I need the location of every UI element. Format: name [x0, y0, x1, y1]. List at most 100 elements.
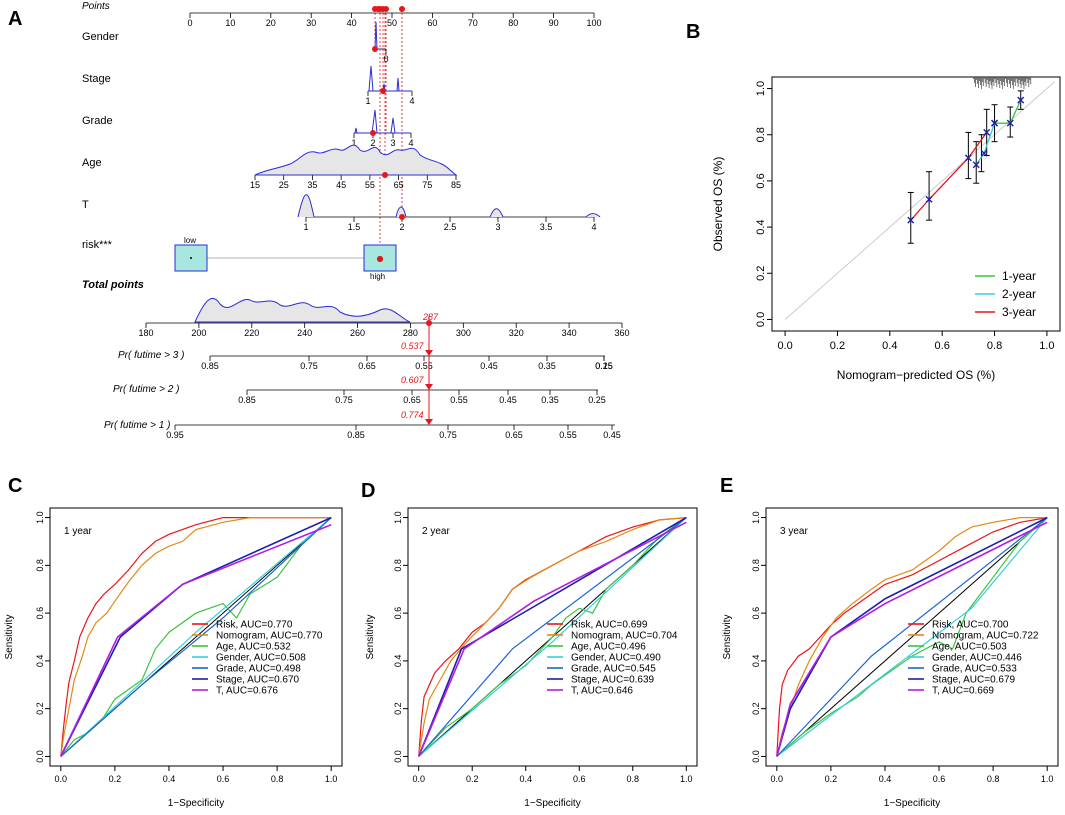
- calib-x-tick-label: 0.2: [830, 340, 845, 352]
- roc-x-tick-label: 1.0: [680, 774, 693, 784]
- roc-x-tick-label: 0.4: [519, 774, 532, 784]
- roc-legend-label: T, AUC=0.676: [216, 686, 278, 697]
- nomo-age-tick-label: 65: [394, 180, 404, 190]
- nomo-dotted-guides: [374, 9, 403, 263]
- nomo-stage-tick-label: 4: [409, 96, 414, 106]
- roc-x-tick-label: 0.0: [55, 774, 68, 784]
- roc-x-tick-label: 0.8: [987, 774, 1000, 784]
- calib-point-marker: [983, 128, 991, 136]
- nomo-points-tick-label: 90: [549, 18, 559, 28]
- pr2-value: 0.607: [401, 375, 425, 385]
- calib-x-tick-label: 0.4: [882, 340, 897, 352]
- risk-low-label: low: [184, 236, 196, 245]
- roc-x-tick-label: 0.8: [627, 774, 640, 784]
- roc-x-tick-label: 1.0: [325, 774, 338, 784]
- nomo-total-tick-label: 320: [509, 328, 524, 338]
- nomo-pr3-tick-label: 0.35: [538, 361, 556, 371]
- nomo-grade-label: Grade: [82, 115, 113, 127]
- nomo-red-marker: [399, 214, 405, 220]
- roc-curve-2: [776, 517, 1048, 757]
- calib-point-marker: [980, 149, 988, 157]
- calib-legend-label: 2-year: [1002, 287, 1036, 301]
- nomo-t-tick-label: 2.5: [444, 222, 457, 232]
- roc-x-tick-label: 1.0: [1041, 774, 1054, 784]
- nomo-pr1-tick-label: 0.95: [166, 430, 184, 440]
- risk-low-dot: [190, 257, 192, 259]
- roc-curve-7: [60, 523, 332, 757]
- calib-point-marker: [1006, 119, 1014, 127]
- roc-legend-label: Gender, AUC=0.490: [571, 653, 661, 664]
- nomo-red-marker: [399, 6, 405, 12]
- roc-curve-7: [417, 521, 687, 757]
- nomo-pr2-tick-label: 0.55: [450, 395, 468, 405]
- nomo-total-tick-label: 340: [562, 328, 577, 338]
- nomo-age-tick-label: 35: [307, 180, 317, 190]
- risk-high-marker: [377, 256, 383, 262]
- nomo-pr2-label: Pr( futime > 2 ): [113, 384, 179, 395]
- calib-series-line-3: [910, 132, 988, 221]
- panel-label-a: A: [8, 8, 22, 30]
- nomo-stage-tick-label: 1: [365, 96, 370, 106]
- calib-plot-frame: [771, 76, 1061, 332]
- nomo-points-tick-label: 70: [468, 18, 478, 28]
- nomo-total-tick-label: 300: [456, 328, 471, 338]
- roc-curve-3: [776, 517, 1048, 757]
- panel-label-e: E: [720, 475, 733, 497]
- roc-plot-frame: [765, 507, 1059, 767]
- roc-curve-7: [776, 521, 1048, 757]
- nomo-total-density: [194, 298, 411, 323]
- roc-curve-6: [60, 516, 332, 757]
- panel-label-c: C: [8, 475, 22, 497]
- nomo-grade-tick-label: 1: [351, 138, 356, 148]
- calibration-panel: 0.0 0.0 0.2 0.2 0.4 0.4 0.6 0.6 0.8 0.8 1.0 1.0 Nomo…: [711, 76, 1061, 382]
- calib-y-tick-label: 0.0: [755, 312, 767, 327]
- roc-x-tick-label: 0.2: [109, 774, 122, 784]
- roc-y-axis-title: Sensitivity: [4, 614, 15, 659]
- roc-x-tick-label: 0.4: [163, 774, 176, 784]
- roc-legend-label: Risk, AUC=0.699: [571, 620, 648, 631]
- nomo-pr2-tick-label: 0.85: [238, 395, 256, 405]
- calib-diagonal: [784, 81, 1056, 320]
- roc-legend-label: Grade, AUC=0.498: [216, 664, 301, 675]
- roc-legend-label: Nomogram, AUC=0.722: [932, 631, 1039, 642]
- roc-x-tick-label: 0.2: [466, 774, 479, 784]
- nomo-pr2-tick-label: 0.75: [335, 395, 353, 405]
- roc-y-tick-label: 0.0: [393, 750, 403, 763]
- roc-x-axis-title: 1−Specificity: [884, 798, 940, 809]
- roc-y-tick-label: 0.0: [35, 750, 45, 763]
- nomo-points-tick-label: 80: [508, 18, 518, 28]
- nomo-points-tick-label: 50: [387, 18, 397, 28]
- calib-x-tick-label: 0.8: [987, 340, 1002, 352]
- roc-x-tick-label: 0.6: [217, 774, 230, 784]
- pr3-value: 0.537: [401, 341, 425, 351]
- nomo-t-density: [297, 194, 601, 218]
- calib-point-marker: [991, 119, 999, 127]
- calib-legend-label: 3-year: [1002, 305, 1036, 319]
- calib-x-tick-label: 0.0: [777, 340, 792, 352]
- roc-curve-4: [60, 517, 332, 757]
- nomo-stage-label: Stage: [82, 73, 111, 85]
- roc-curve-1: [776, 517, 1048, 757]
- nomo-age-tick-label: 45: [336, 180, 346, 190]
- nomo-risk-row: low high: [174, 236, 397, 281]
- roc-curve-2: [60, 517, 332, 757]
- roc-y-tick-label: 0.8: [393, 559, 403, 572]
- calib-legend-label: 1-year: [1002, 269, 1036, 283]
- nomo-total-label: Total points: [82, 279, 144, 291]
- nomo-grade-tick-label: 3: [390, 138, 395, 148]
- nomo-pr3-tick-label: 0.25: [595, 361, 613, 371]
- nomo-age-tick-label: 85: [451, 180, 461, 190]
- calib-point-marker: [1017, 96, 1025, 104]
- nomo-age-tick-label: 55: [365, 180, 375, 190]
- nomo-age-density: [254, 144, 458, 176]
- nomo-grade-tick-label: 4: [408, 138, 413, 148]
- roc-curve-4: [418, 517, 687, 757]
- roc-plot-frame: [407, 507, 698, 767]
- roc-legend-label: Nomogram, AUC=0.704: [571, 631, 678, 642]
- calib-x-axis-title: Nomogram−predicted OS (%): [837, 368, 995, 382]
- roc-chart-title: 3 year: [780, 526, 808, 537]
- roc-panel-2-year: 0.0 0.0 0.2 0.2 0.4 0.4 0.6 0.6 0.8 0.8 1.0 1.0 1−Sp…: [365, 507, 698, 809]
- roc-y-axis-title: Sensitivity: [365, 614, 376, 659]
- roc-y-tick-label: 0.6: [393, 607, 403, 620]
